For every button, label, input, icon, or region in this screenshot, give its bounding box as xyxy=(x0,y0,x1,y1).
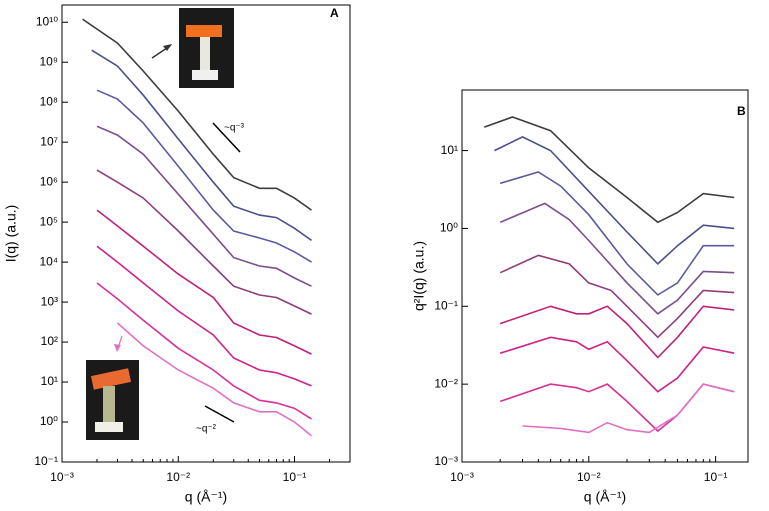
curve xyxy=(91,49,312,242)
curve xyxy=(96,89,312,263)
slope-line xyxy=(212,122,241,153)
y-tick-label: 10⁴ xyxy=(39,254,58,268)
curve xyxy=(96,282,312,420)
x-tick-label: 10⁻³ xyxy=(50,470,74,484)
y-tick-label: 10⁶ xyxy=(40,174,58,188)
y-axis-title: I(q) (a.u.) xyxy=(3,205,19,263)
y-tick-label: 10¹⁰ xyxy=(36,14,58,28)
arrow-head xyxy=(114,344,121,352)
y-tick-label: 10⁻¹ xyxy=(34,454,58,468)
y-tick-label: 10⁰ xyxy=(440,221,458,235)
curve xyxy=(499,202,735,315)
y-tick-label: 10⁰ xyxy=(40,414,58,428)
curve xyxy=(116,322,313,437)
photo-top xyxy=(179,8,234,88)
curve xyxy=(484,116,735,224)
photo-bottom xyxy=(86,360,139,440)
y-tick-label: 10⁵ xyxy=(40,214,58,228)
curve xyxy=(494,136,735,266)
y-axis-title: q²I(q) (a.u.) xyxy=(411,241,427,311)
curve xyxy=(499,305,735,359)
x-tick-label: 10⁻³ xyxy=(450,470,474,484)
y-tick-label: 10⁹ xyxy=(40,54,59,68)
panel-label: B xyxy=(737,104,746,118)
y-tick-label: 10⁸ xyxy=(40,94,58,108)
curve xyxy=(96,169,312,315)
y-tick-label: 10⁻² xyxy=(434,376,458,390)
curve xyxy=(499,171,735,296)
curve xyxy=(522,383,735,434)
x-tick-label: 10⁻² xyxy=(166,470,190,484)
plot-frame-a xyxy=(61,4,351,463)
x-tick-label: 10⁻² xyxy=(577,470,601,484)
panel-label: A xyxy=(330,6,339,20)
arrow-head xyxy=(163,44,172,51)
slope-line xyxy=(204,405,235,423)
y-tick-label: 10¹ xyxy=(41,374,58,388)
y-tick-label: 10³ xyxy=(41,294,58,308)
x-tick-label: 10⁻¹ xyxy=(704,470,728,484)
curve xyxy=(499,383,735,433)
y-tick-label: 10¹ xyxy=(441,143,458,157)
x-axis-title: q (Å⁻¹) xyxy=(185,489,227,505)
y-tick-label: 10⁻¹ xyxy=(434,298,458,312)
annotation: ~q⁻³ xyxy=(224,123,245,134)
annotation: ~q⁻² xyxy=(196,424,217,435)
y-tick-label: 10⁻³ xyxy=(434,454,458,468)
curve xyxy=(96,125,312,287)
plot-frame-b xyxy=(461,89,749,463)
curve xyxy=(499,336,735,393)
y-tick-label: 10² xyxy=(41,334,58,348)
x-tick-label: 10⁻¹ xyxy=(283,470,307,484)
y-tick-label: 10⁷ xyxy=(40,134,58,148)
curve xyxy=(96,245,312,387)
curve xyxy=(499,254,735,339)
curve xyxy=(82,18,312,211)
curve xyxy=(96,209,312,355)
x-axis-title: q (Å⁻¹) xyxy=(584,489,626,505)
